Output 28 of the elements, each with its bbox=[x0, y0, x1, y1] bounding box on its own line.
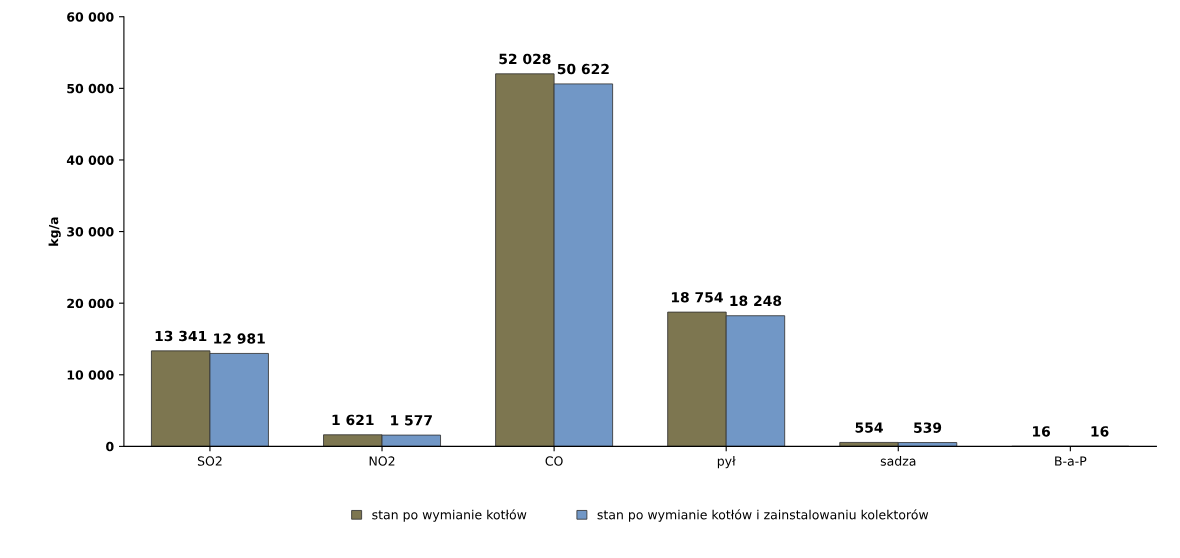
x-tick-label: CO bbox=[545, 456, 563, 466]
y-tick-label: 60 000 bbox=[67, 12, 114, 22]
data-label: 539 bbox=[914, 422, 942, 433]
data-label: 1 577 bbox=[391, 415, 432, 426]
data-label: 52 028 bbox=[499, 53, 551, 65]
data-label: 1 621 bbox=[332, 414, 374, 426]
data-label: 50 622 bbox=[557, 63, 609, 75]
data-label: 16 bbox=[1091, 426, 1109, 437]
legend-label: stan po wymianie kotłów i zainstalowaniu kolektorów bbox=[597, 509, 929, 522]
x-tick-label: B-a-P bbox=[1055, 456, 1087, 466]
y-tick-label: 50 000 bbox=[67, 83, 114, 94]
x-tick-label: NO2 bbox=[369, 456, 395, 466]
y-tick-label: 40 000 bbox=[66, 155, 114, 165]
data-label: 13 341 bbox=[155, 330, 207, 342]
data-label: 12 981 bbox=[214, 333, 265, 344]
data-label: 554 bbox=[855, 422, 883, 433]
y-tick-label: 30 000 bbox=[67, 227, 114, 237]
x-tick-label: pył bbox=[717, 456, 736, 469]
y-tick-label: 20 000 bbox=[67, 298, 114, 309]
y-tick-label: 10 000 bbox=[67, 370, 114, 380]
data-label: 18 248 bbox=[730, 295, 782, 307]
x-tick-label: sadza bbox=[880, 456, 916, 466]
data-label: 18 754 bbox=[671, 291, 723, 303]
legend-label: stan po wymianie kotłów bbox=[372, 509, 527, 522]
y-tick-label: 0 bbox=[106, 441, 114, 452]
x-tick-label: SO2 bbox=[197, 456, 222, 466]
data-label: 16 bbox=[1033, 426, 1051, 437]
y-axis-title: kg/a bbox=[48, 217, 61, 246]
